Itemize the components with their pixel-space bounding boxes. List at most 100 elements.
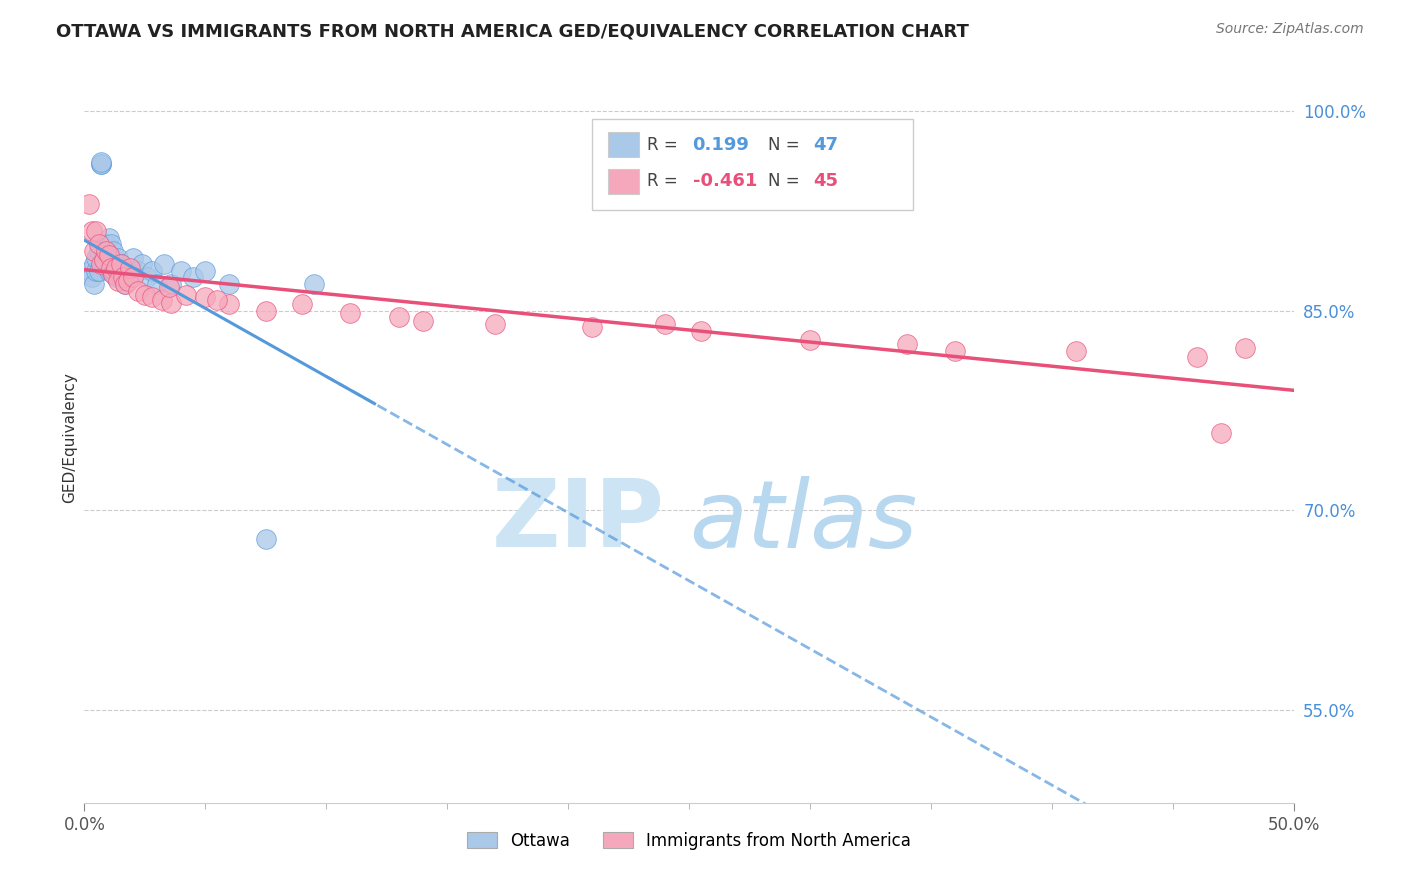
Point: [141, 290, 163, 304]
Point: [943, 343, 966, 358]
Text: Source: ZipAtlas.com: Source: ZipAtlas.com: [1216, 22, 1364, 37]
Point: [160, 277, 183, 292]
Point: [690, 324, 713, 338]
Point: [93, 257, 115, 271]
Point: [157, 280, 180, 294]
Point: [77, 264, 100, 278]
Point: [100, 261, 122, 276]
FancyBboxPatch shape: [592, 119, 912, 211]
FancyBboxPatch shape: [607, 132, 640, 157]
Point: [90, 154, 112, 169]
FancyBboxPatch shape: [607, 169, 640, 194]
Point: [112, 270, 135, 285]
Text: ZIP: ZIP: [492, 475, 665, 567]
Point: [104, 270, 127, 285]
Point: [194, 264, 217, 278]
Point: [104, 261, 127, 276]
Point: [1064, 343, 1087, 358]
Point: [114, 277, 136, 292]
Point: [339, 306, 361, 320]
Point: [174, 287, 197, 301]
Point: [136, 270, 159, 285]
Point: [87, 237, 110, 252]
Point: [194, 290, 217, 304]
Point: [97, 248, 120, 262]
Point: [103, 267, 125, 281]
Text: R =: R =: [647, 136, 683, 153]
Point: [110, 270, 132, 285]
Point: [896, 337, 918, 351]
Point: [107, 264, 129, 278]
Point: [103, 244, 125, 258]
Point: [127, 264, 149, 278]
Point: [291, 297, 314, 311]
Point: [302, 277, 325, 292]
Point: [484, 317, 506, 331]
Point: [93, 244, 115, 258]
Point: [1185, 351, 1208, 365]
Point: [80, 224, 103, 238]
Point: [110, 257, 132, 271]
Y-axis label: GED/Equivalency: GED/Equivalency: [62, 372, 77, 502]
Point: [93, 253, 115, 268]
Point: [83, 244, 105, 258]
Point: [153, 257, 176, 271]
Point: [107, 251, 129, 265]
Point: [1209, 426, 1232, 441]
Point: [90, 157, 112, 171]
Point: [581, 319, 603, 334]
Point: [83, 257, 105, 271]
Point: [160, 295, 183, 310]
Point: [799, 333, 821, 347]
Point: [90, 257, 112, 271]
Point: [100, 251, 122, 265]
Point: [86, 251, 108, 265]
Point: [1234, 341, 1257, 355]
Text: atlas: atlas: [689, 475, 917, 566]
Point: [97, 264, 120, 278]
Point: [97, 251, 120, 265]
Point: [86, 224, 108, 238]
Point: [127, 284, 149, 298]
Text: N =: N =: [768, 136, 804, 153]
Legend: Ottawa, Immigrants from North America: Ottawa, Immigrants from North America: [460, 825, 918, 856]
Point: [254, 303, 277, 318]
Point: [112, 264, 135, 278]
Point: [107, 275, 129, 289]
Point: [218, 277, 240, 292]
Point: [181, 270, 204, 285]
Point: [77, 197, 100, 211]
Text: -0.461: -0.461: [693, 172, 756, 190]
Text: R =: R =: [647, 172, 683, 190]
Point: [412, 314, 434, 328]
Point: [654, 317, 676, 331]
Point: [170, 264, 193, 278]
Point: [90, 157, 112, 171]
Point: [120, 270, 142, 285]
Point: [120, 261, 142, 276]
Point: [218, 297, 240, 311]
Point: [121, 270, 143, 285]
Point: [87, 264, 110, 278]
Point: [80, 270, 103, 285]
Text: OTTAWA VS IMMIGRANTS FROM NORTH AMERICA GED/EQUIVALENCY CORRELATION CHART: OTTAWA VS IMMIGRANTS FROM NORTH AMERICA …: [56, 22, 969, 40]
Point: [141, 264, 163, 278]
Point: [121, 251, 143, 265]
Point: [103, 264, 125, 278]
Point: [254, 533, 277, 547]
Point: [117, 275, 139, 289]
Point: [207, 293, 229, 307]
Point: [110, 257, 132, 271]
Text: 47: 47: [814, 136, 838, 153]
Point: [114, 277, 136, 292]
Point: [100, 237, 122, 252]
Text: 0.199: 0.199: [693, 136, 749, 153]
Point: [146, 277, 169, 292]
Point: [150, 293, 173, 307]
Point: [94, 244, 117, 258]
Point: [100, 264, 122, 278]
Point: [117, 264, 139, 278]
Point: [388, 310, 411, 325]
Point: [94, 237, 117, 252]
Point: [134, 287, 156, 301]
